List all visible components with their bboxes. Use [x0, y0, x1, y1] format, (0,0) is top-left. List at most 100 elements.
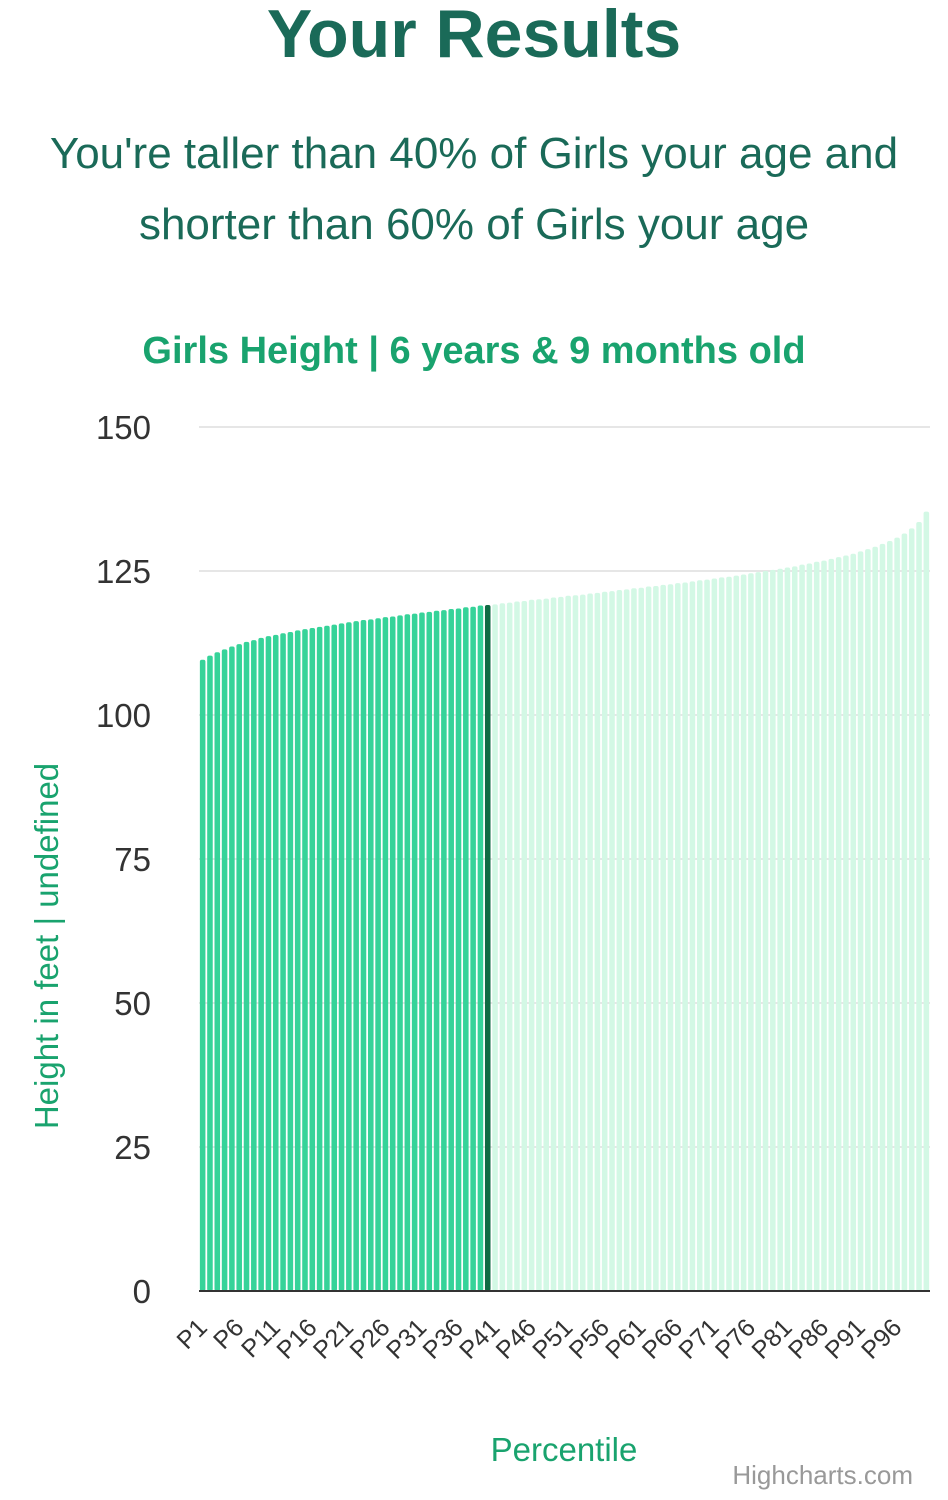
bar-p98[interactable] [908, 528, 915, 1291]
bar-p72[interactable] [718, 577, 725, 1291]
bar-p61[interactable] [638, 587, 645, 1291]
bar-p5[interactable] [229, 646, 235, 1291]
bar-p12[interactable] [280, 633, 286, 1291]
bar-p75[interactable] [740, 574, 747, 1291]
bar-p31[interactable] [419, 612, 425, 1291]
bar-p32[interactable] [426, 611, 433, 1291]
bar-p78[interactable] [762, 571, 769, 1291]
bar-p83[interactable] [799, 564, 805, 1291]
bar-p91[interactable] [857, 551, 864, 1291]
bar-p74[interactable] [733, 575, 740, 1291]
bar-p99[interactable] [916, 522, 922, 1291]
bar-p93[interactable] [872, 546, 878, 1291]
bar-p68[interactable] [689, 581, 696, 1291]
bar-p27[interactable] [389, 616, 396, 1291]
bar-p80[interactable] [777, 568, 783, 1291]
credits-link[interactable]: Highcharts.com [732, 1460, 913, 1490]
bar-p6[interactable] [236, 644, 242, 1291]
bar-p84[interactable] [806, 563, 813, 1291]
bar-p25[interactable] [375, 618, 381, 1291]
bar-p35[interactable] [448, 609, 454, 1291]
bar-p28[interactable] [397, 615, 403, 1291]
bar-p20[interactable] [338, 623, 345, 1291]
bar-p79[interactable] [770, 569, 776, 1291]
bar-p43[interactable] [506, 602, 513, 1291]
bar-p89[interactable] [843, 555, 849, 1291]
bar-p41[interactable] [492, 604, 498, 1291]
bar-p7[interactable] [243, 641, 250, 1291]
bar-p18[interactable] [324, 625, 330, 1291]
bar-p71[interactable] [711, 578, 718, 1291]
bar-p39[interactable] [477, 605, 484, 1291]
bar-p44[interactable] [514, 601, 520, 1291]
bar-p64[interactable] [660, 584, 666, 1291]
bar-p40[interactable] [484, 604, 491, 1291]
bar-p34[interactable] [441, 610, 447, 1291]
bar-p42[interactable] [499, 603, 506, 1291]
bar-p66[interactable] [675, 583, 681, 1291]
bar-p96[interactable] [894, 537, 900, 1291]
bar-p16[interactable] [309, 628, 316, 1291]
bar-p70[interactable] [704, 579, 710, 1291]
bar-p82[interactable] [791, 566, 798, 1291]
bar-p46[interactable] [528, 599, 535, 1291]
bar-p57[interactable] [609, 591, 615, 1291]
bar-p76[interactable] [748, 573, 754, 1291]
bar-p47[interactable] [536, 599, 542, 1291]
bar-p52[interactable] [572, 595, 579, 1291]
bar-p90[interactable] [850, 553, 857, 1291]
bar-p10[interactable] [265, 636, 272, 1291]
bar-p65[interactable] [667, 584, 674, 1291]
bar-p49[interactable] [550, 597, 557, 1291]
bar-p45[interactable] [521, 600, 528, 1291]
bar-p58[interactable] [616, 590, 623, 1291]
bar-p63[interactable] [653, 585, 659, 1291]
bar-p100[interactable] [923, 511, 930, 1291]
bar-p37[interactable] [463, 607, 469, 1291]
bar-p4[interactable] [221, 649, 228, 1291]
bar-p11[interactable] [272, 634, 279, 1291]
bar-p33[interactable] [433, 610, 440, 1291]
bar-p95[interactable] [887, 541, 893, 1291]
bar-p9[interactable] [258, 637, 264, 1291]
bar-p38[interactable] [470, 606, 476, 1291]
bar-p86[interactable] [821, 560, 827, 1291]
bar-p1[interactable] [199, 659, 206, 1291]
bar-p56[interactable] [601, 591, 608, 1291]
bar-p14[interactable] [294, 630, 301, 1291]
bar-p55[interactable] [594, 592, 601, 1291]
bar-p15[interactable] [302, 629, 308, 1291]
bar-p73[interactable] [726, 576, 732, 1291]
bar-p13[interactable] [287, 632, 294, 1291]
bar-p88[interactable] [835, 557, 842, 1291]
bar-p23[interactable] [360, 619, 367, 1291]
bar-p54[interactable] [587, 593, 593, 1291]
bar-p50[interactable] [558, 596, 564, 1291]
bar-p67[interactable] [682, 582, 688, 1291]
bar-p3[interactable] [214, 652, 221, 1291]
bar-p29[interactable] [404, 614, 411, 1291]
bar-p8[interactable] [251, 640, 257, 1291]
bar-p21[interactable] [346, 622, 352, 1291]
bar-p2[interactable] [207, 655, 213, 1291]
bar-p85[interactable] [813, 561, 820, 1291]
bar-p59[interactable] [623, 589, 630, 1291]
bar-p22[interactable] [353, 621, 359, 1291]
bar-p60[interactable] [631, 588, 637, 1291]
bar-p81[interactable] [784, 567, 791, 1291]
bar-p30[interactable] [411, 613, 418, 1291]
bar-p77[interactable] [755, 572, 761, 1291]
bar-p97[interactable] [901, 533, 908, 1291]
bar-p17[interactable] [316, 626, 323, 1291]
bar-p24[interactable] [368, 619, 374, 1291]
bar-p69[interactable] [696, 580, 703, 1291]
bar-p36[interactable] [455, 608, 462, 1291]
bar-p51[interactable] [565, 595, 571, 1291]
bar-p94[interactable] [879, 543, 886, 1291]
bar-p19[interactable] [331, 624, 338, 1291]
bar-p92[interactable] [865, 549, 871, 1291]
bar-p53[interactable] [579, 594, 586, 1291]
bar-p87[interactable] [828, 558, 835, 1291]
bar-p62[interactable] [645, 586, 652, 1291]
bar-p48[interactable] [543, 598, 550, 1291]
